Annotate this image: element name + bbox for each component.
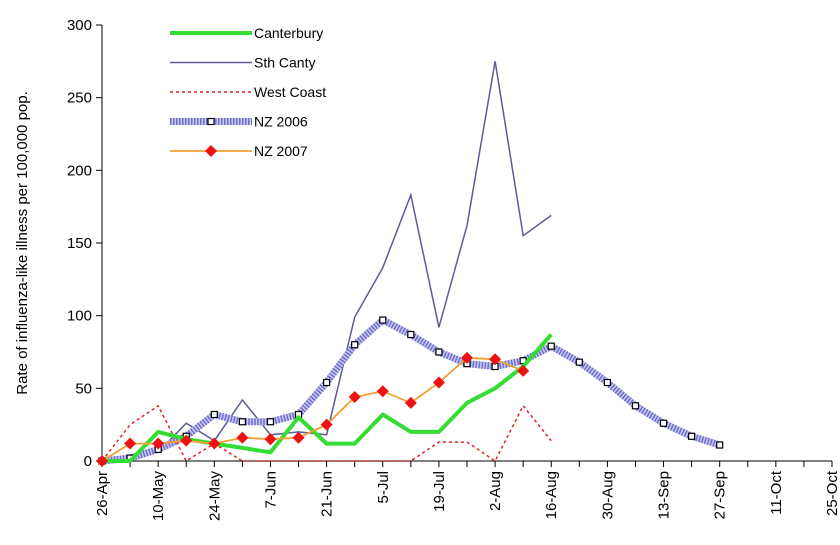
x-tick-label: 7-Jun	[262, 471, 279, 509]
series-canterbury	[102, 333, 553, 463]
data-point	[292, 431, 305, 444]
data-point	[489, 353, 502, 366]
data-point	[603, 378, 611, 387]
data-point	[716, 441, 724, 449]
data-point	[210, 410, 218, 419]
series-line	[101, 404, 552, 463]
legend-item: NZ 2007	[170, 143, 308, 159]
data-point	[407, 330, 415, 339]
legend-item: West Coast	[170, 84, 326, 100]
data-point	[96, 455, 108, 467]
data-point	[432, 376, 445, 389]
x-tick-label: 5-Jul	[375, 471, 392, 504]
x-tick-label: 19-Jul	[431, 471, 448, 512]
series-line	[101, 356, 524, 462]
x-tick-label: 2-Aug	[487, 471, 504, 511]
series-line	[101, 61, 552, 462]
series-nz-2007	[96, 351, 530, 467]
legend-label: NZ 2007	[254, 143, 308, 159]
data-point	[688, 432, 696, 440]
data-point	[152, 437, 165, 450]
legend: Canterbury Sth Canty West Coast NZ 2006 NZ 2…	[170, 25, 326, 159]
legend-marker	[207, 117, 215, 126]
legend-item: NZ 2006	[170, 114, 308, 130]
series-sth-canty	[101, 61, 552, 462]
data-point	[376, 385, 389, 398]
legend-label: Sth Canty	[254, 55, 315, 71]
data-point	[575, 358, 583, 366]
x-tick-label: 10-May	[150, 471, 167, 522]
data-point	[323, 378, 331, 387]
x-tick-label: 30-Aug	[599, 471, 616, 519]
data-point	[631, 402, 640, 410]
data-point	[659, 419, 668, 427]
series-line	[101, 316, 721, 465]
data-point	[238, 418, 246, 426]
data-point	[404, 396, 417, 409]
data-point	[320, 418, 333, 431]
y-axis: 0 50 100 150 200 250 300	[67, 17, 103, 470]
series-west-coast	[101, 404, 552, 463]
data-point	[517, 364, 530, 377]
data-point	[461, 351, 473, 364]
x-tick-label: 24-May	[206, 471, 223, 522]
legend-item: Canterbury	[170, 25, 323, 41]
legend-label: NZ 2006	[254, 114, 308, 130]
series-layer	[96, 61, 724, 467]
y-tick-label: 50	[75, 380, 92, 397]
y-tick-label: 150	[67, 235, 92, 252]
data-point	[379, 316, 387, 324]
x-tick-label: 25-Oct	[824, 470, 840, 516]
series-line	[102, 333, 553, 463]
x-tick-label: 11-Oct	[768, 470, 785, 515]
y-tick-label: 250	[67, 90, 92, 107]
y-tick-label: 100	[67, 308, 92, 325]
legend-label: Canterbury	[254, 25, 323, 41]
data-point	[236, 431, 249, 444]
data-point	[547, 342, 555, 350]
data-point	[351, 341, 359, 349]
legend-label: West Coast	[254, 84, 326, 100]
data-point	[348, 391, 361, 404]
y-tick-label: 0	[84, 453, 92, 470]
x-tick-label: 26-Apr	[94, 471, 111, 516]
data-point	[180, 434, 193, 447]
legend-marker	[205, 145, 217, 157]
y-tick-label: 300	[67, 17, 92, 34]
y-tick-label: 200	[67, 162, 92, 179]
legend-item: Sth Canty	[170, 55, 315, 71]
data-point	[435, 348, 443, 356]
x-tick-label: 27-Sep	[712, 471, 729, 519]
x-tick-label: 13-Sep	[656, 471, 673, 519]
x-tick-label: 21-Jun	[319, 471, 336, 517]
data-point	[266, 418, 275, 426]
data-point	[124, 437, 137, 450]
x-axis: 26-Apr 10-May 24-May 7-Jun 21-Jun 5-Jul 19-Jul…	[94, 460, 840, 522]
data-point	[264, 433, 277, 446]
data-point	[208, 437, 221, 450]
y-axis-label: Rate of influenza-like illness per 100,0…	[14, 91, 31, 395]
x-tick-label: 16-Aug	[543, 471, 560, 519]
